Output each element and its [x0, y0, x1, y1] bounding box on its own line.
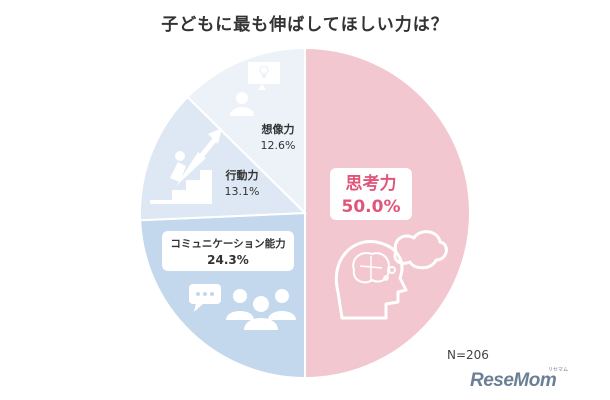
climb-stairs-icon: [150, 128, 222, 204]
pie-labels: 思考力 50.0% コミュニケーション能力 24.3% 行動力 13.1% 想像力 12.6%: [162, 122, 412, 271]
thought-bubble-icon: [383, 230, 448, 281]
people-group-icon: [226, 289, 296, 330]
label-value-shikoryoku: 50.0%: [342, 197, 401, 217]
pie-slices: [139, 46, 471, 380]
resemom-logo-sub: リセマム: [548, 367, 569, 373]
resemom-logo: ReseMom: [470, 370, 557, 391]
slice-kodoryoku: [139, 95, 308, 222]
chart-title: 子どもに最も伸ばしてほしい力は？: [161, 15, 449, 35]
label-name-kodoryoku: 行動力: [225, 168, 259, 182]
label-box-communication: [162, 231, 294, 271]
label-value-communication: 24.3%: [207, 253, 249, 267]
label-value-sozoryoku: 12.6%: [261, 139, 296, 152]
slice-sozoryoku: [186, 46, 306, 216]
label-name-communication: コミュニケーション能力: [170, 237, 285, 250]
label-name-sozoryoku: 想像力: [261, 122, 295, 136]
label-value-kodoryoku: 13.1%: [225, 185, 260, 198]
pie-icons: [150, 62, 448, 330]
lightbulb-person-icon: [230, 62, 280, 116]
label-box-shikoryoku: [330, 168, 412, 220]
sample-size-label: N=206: [447, 348, 489, 362]
label-name-shikoryoku: 思考力: [346, 173, 397, 194]
chat-bubble-icon: [189, 284, 221, 312]
